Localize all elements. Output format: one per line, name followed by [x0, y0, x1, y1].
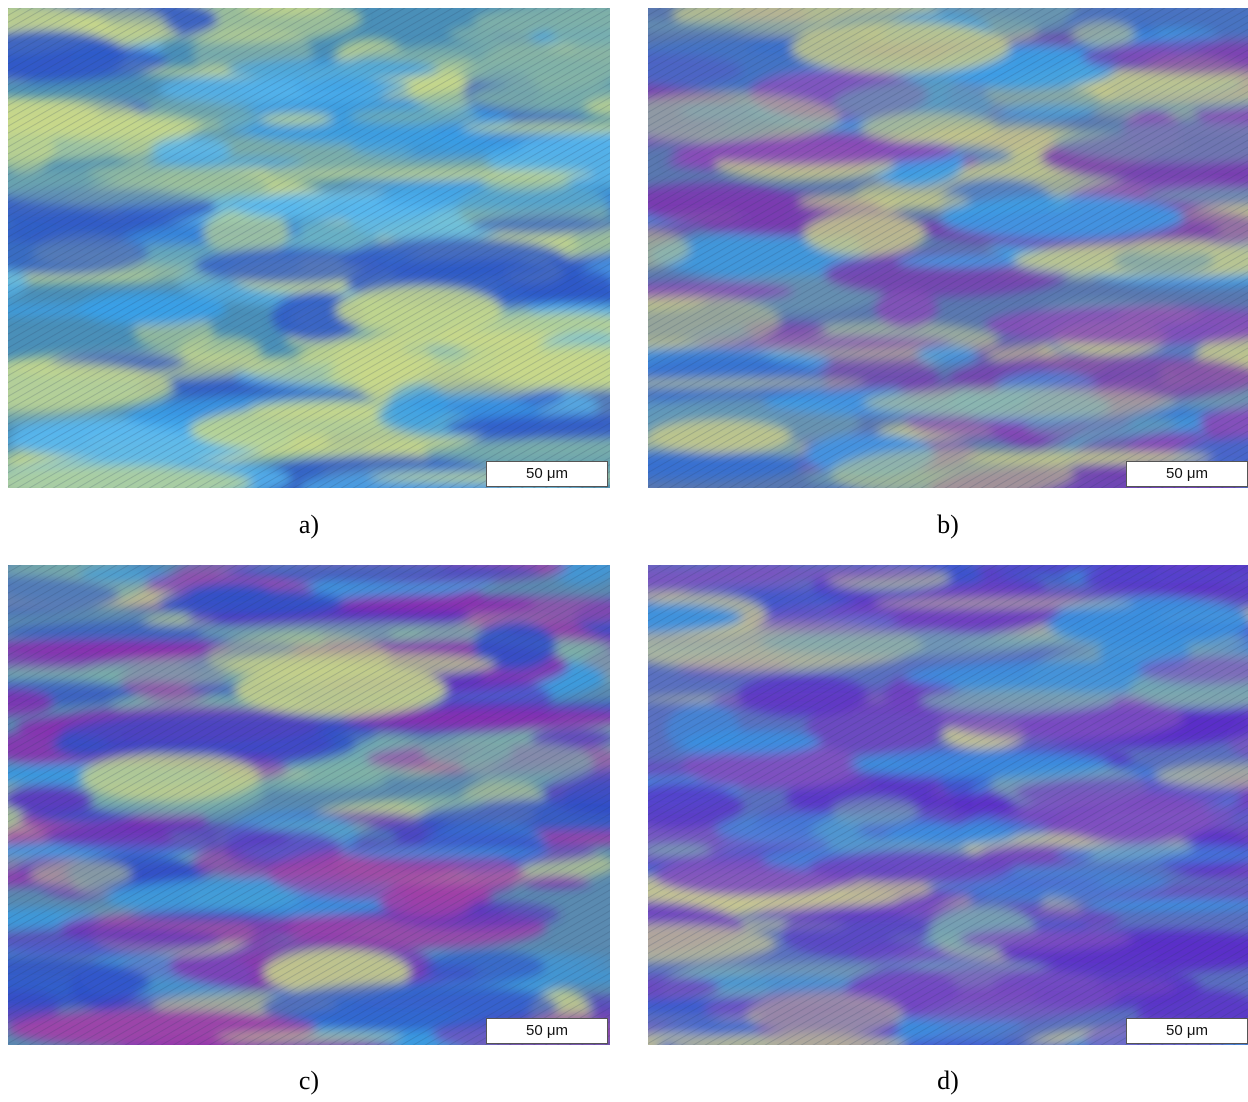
micrograph-c: 50 μm	[8, 565, 610, 1045]
texture	[648, 565, 1248, 1045]
scale-bar: 50 μm	[486, 1018, 608, 1044]
micrograph-a: 50 μm	[8, 8, 610, 488]
caption: a)	[298, 510, 320, 539]
texture	[648, 8, 1248, 488]
scale-bar: 50 μm	[486, 461, 608, 487]
micrograph-b: 50 μm	[648, 8, 1248, 488]
micrograph-image	[648, 8, 1248, 488]
micrograph-d: 50 μm	[648, 565, 1248, 1045]
micrograph-image	[8, 8, 610, 488]
texture	[8, 565, 610, 1045]
micrograph-image	[8, 565, 610, 1045]
scale-bar: 50 μm	[1126, 1018, 1248, 1044]
caption: b)	[937, 510, 959, 539]
caption: c)	[298, 1066, 320, 1095]
caption: d)	[937, 1066, 959, 1095]
texture	[8, 8, 610, 488]
scale-bar: 50 μm	[1126, 461, 1248, 487]
micrograph-image	[648, 565, 1248, 1045]
